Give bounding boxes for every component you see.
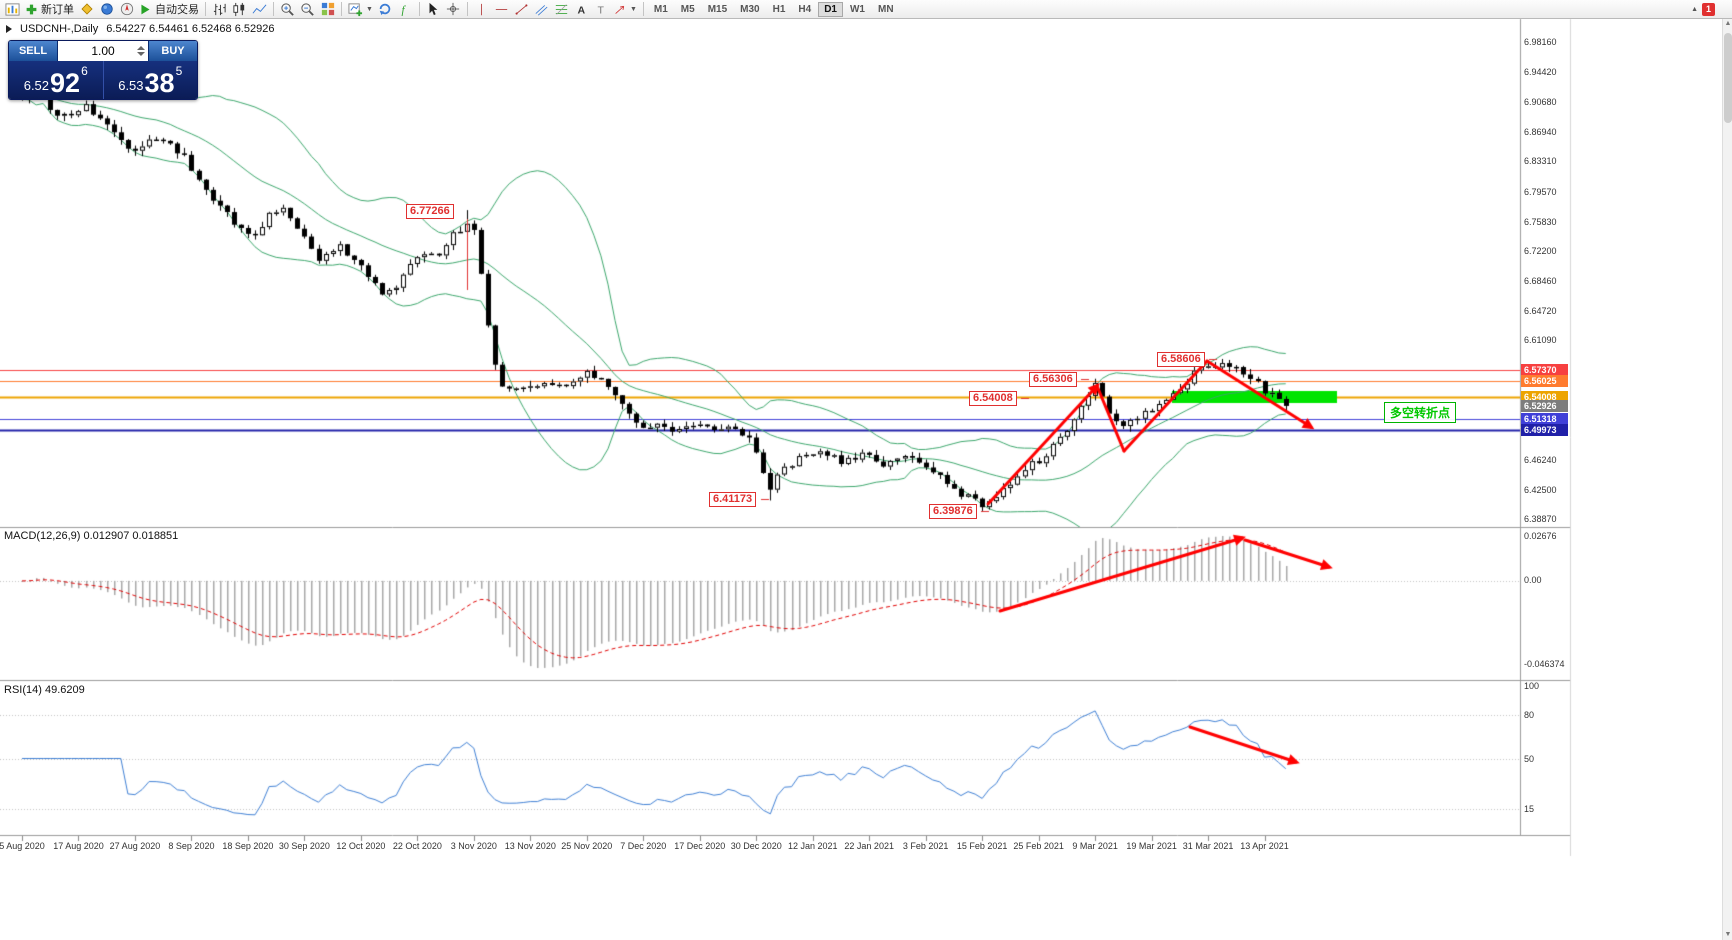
chart-symbol-period: USDCNH-,Daily	[20, 23, 99, 35]
navigator-icon[interactable]	[117, 1, 136, 18]
vertical-line-icon[interactable]	[472, 1, 491, 18]
ask-price: 6.53 38 5	[104, 61, 198, 99]
bid-pips: 92	[50, 68, 81, 99]
chart-window-icon[interactable]	[3, 1, 22, 18]
new-chart-icon[interactable]: ▼	[346, 1, 375, 18]
toolbar-separator	[466, 2, 468, 16]
volume-spinner[interactable]	[137, 46, 145, 56]
spinner-down-icon[interactable]	[137, 52, 145, 56]
timeframe-w1[interactable]: W1	[849, 3, 865, 15]
spinner-up-icon[interactable]	[137, 46, 145, 50]
autotrade-icon	[139, 3, 152, 16]
crosshair-icon[interactable]	[444, 1, 463, 18]
bid-price: 6.52 92 6	[9, 61, 104, 99]
buy-button[interactable]: BUY	[149, 41, 197, 61]
zoom-in-icon[interactable]	[278, 1, 297, 18]
scroll-down-icon[interactable]: ▼	[1724, 931, 1732, 938]
new-order-label: 新订单	[41, 4, 74, 16]
toolbar-separator	[418, 2, 420, 16]
line-chart-icon[interactable]	[250, 1, 269, 18]
note-annotation: 多空转折点	[1384, 402, 1457, 423]
equidistant-channel-icon[interactable]	[532, 1, 551, 18]
toolbar-separator	[205, 2, 206, 16]
horizontal-line-icon[interactable]	[492, 1, 511, 18]
timeframe-mn[interactable]: MN	[877, 3, 894, 15]
chart-cycle-icon[interactable]	[376, 1, 395, 18]
svg-text:A: A	[577, 4, 585, 15]
timeframe-m1[interactable]: M1	[653, 3, 668, 15]
notification-badge[interactable]: 1	[1702, 2, 1715, 16]
timeframe-m30[interactable]: M30	[740, 3, 760, 15]
cursor-icon[interactable]	[424, 1, 443, 18]
svg-text:f: f	[402, 4, 407, 16]
timeframe-m5[interactable]: M5	[680, 3, 695, 15]
text-label-icon[interactable]: T	[592, 1, 611, 18]
zoom-out-icon[interactable]	[298, 1, 317, 18]
trendline-icon[interactable]	[512, 1, 531, 18]
chevron-down-icon: ▼	[629, 5, 637, 13]
chevron-down-icon: ▼	[366, 5, 373, 13]
timeframe-h4[interactable]: H4	[798, 3, 812, 15]
tile-windows-icon[interactable]	[318, 1, 337, 18]
bid-main: 6.52	[23, 78, 50, 93]
scrollbar-thumb[interactable]	[1724, 33, 1732, 123]
rsi-label: RSI(14) 49.6209	[4, 684, 85, 696]
macd-axis-bottom: -0.046374	[1524, 659, 1565, 669]
scroll-up-icon[interactable]: ▲	[1724, 20, 1732, 27]
window-menu-icon[interactable]	[6, 25, 12, 33]
ask-main: 6.53	[118, 78, 144, 93]
autotrade-button[interactable]: 自动交易	[137, 1, 201, 18]
arrow-tools-icon[interactable]: ▼	[612, 1, 639, 18]
chart-ohlc-values: 6.54227 6.54461 6.52468 6.52926	[106, 23, 275, 35]
macd-axis-top: 0.02676	[1524, 531, 1557, 541]
volume-value: 1.00	[91, 44, 115, 58]
macd-axis-zero: 0.00	[1524, 575, 1542, 585]
one-click-trading-panel: SELL 1.00 BUY 6.52 92 6 6.53 38 5	[8, 40, 198, 100]
volume-field[interactable]: 1.00	[57, 41, 149, 61]
main-toolbar: 新订单 自动交易 ▼ f A T ▼ M1 M5 M15 M30 H1 H4 D…	[0, 0, 1732, 19]
candlestick-chart-icon[interactable]	[230, 1, 249, 18]
profile-icon[interactable]	[77, 1, 96, 18]
vertical-scrollbar[interactable]: ▲ ▼	[1722, 19, 1732, 940]
text-icon[interactable]: A	[572, 1, 591, 18]
toolbar-separator	[273, 2, 274, 16]
new-order-button[interactable]: 新订单	[23, 1, 76, 18]
ask-point: 5	[175, 64, 183, 78]
autotrade-label: 自动交易	[155, 4, 199, 16]
indicator-list-icon[interactable]: f	[396, 1, 415, 18]
fibonacci-retracement-icon[interactable]	[552, 1, 571, 18]
timeframe-d1[interactable]: D1	[818, 1, 843, 17]
toolbar-separator	[642, 2, 644, 16]
market-watch-icon[interactable]	[97, 1, 116, 18]
chart-title-bar: USDCNH-,Daily 6.54227 6.54461 6.52468 6.…	[6, 23, 274, 35]
collapse-toolbar-icon[interactable]: ▲	[1691, 5, 1698, 13]
bar-chart-icon[interactable]	[210, 1, 229, 18]
toolbar-separator	[341, 2, 342, 16]
timeframe-h1[interactable]: H1	[772, 3, 786, 15]
ask-pips: 38	[144, 68, 175, 99]
svg-text:T: T	[597, 4, 604, 15]
new-order-icon	[25, 3, 38, 16]
timeframe-m15[interactable]: M15	[707, 3, 728, 15]
macd-label: MACD(12,26,9) 0.012907 0.018851	[4, 530, 179, 542]
sell-button[interactable]: SELL	[9, 41, 57, 61]
bid-point: 6	[81, 64, 88, 78]
